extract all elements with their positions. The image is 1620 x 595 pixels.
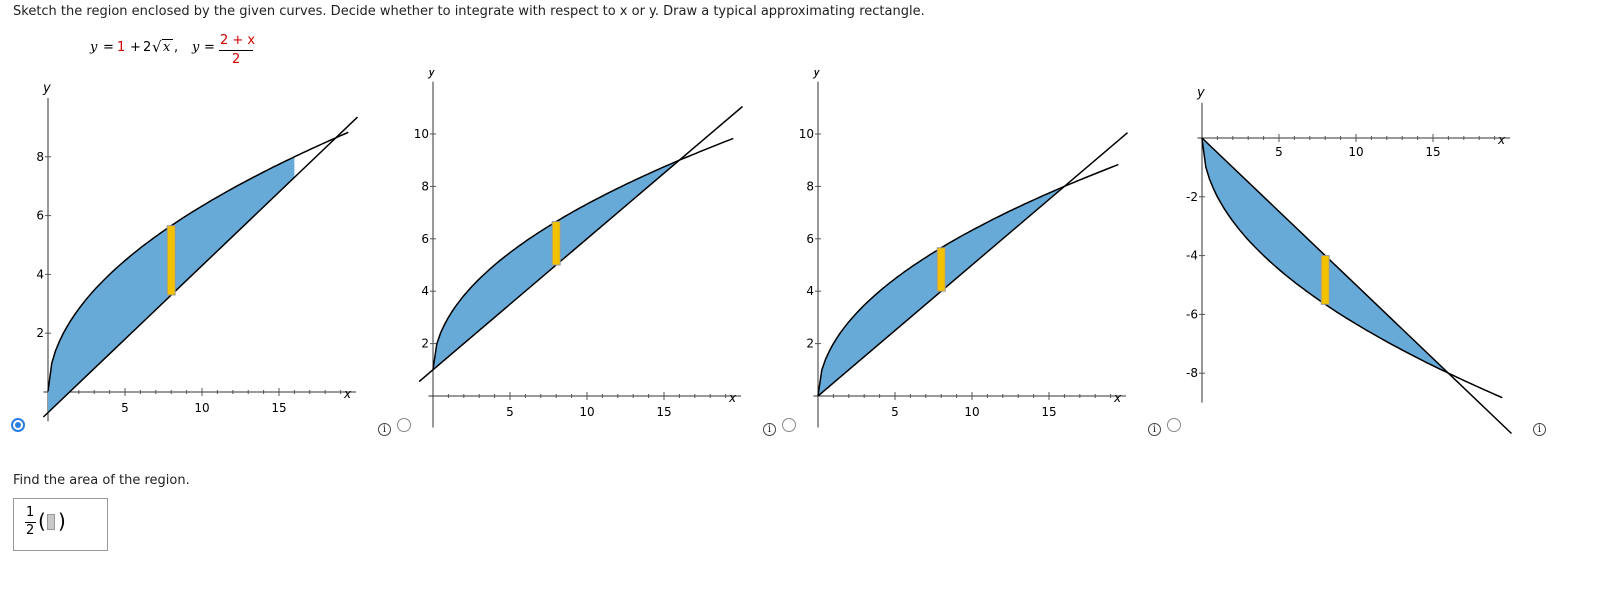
curve1-eq: = xyxy=(103,40,114,55)
x-tick-label: 15 xyxy=(1041,405,1056,419)
approximating-rectangle xyxy=(551,221,561,266)
y-tick-label: 2 xyxy=(806,337,814,351)
fraction-numerator: 1 xyxy=(26,505,35,520)
curve-sqrt xyxy=(817,163,1119,396)
option-a-radio[interactable] xyxy=(11,418,25,432)
option-b-radio[interactable] xyxy=(397,418,411,432)
y-tick-label: 10 xyxy=(799,127,814,141)
y-tick-label: 4 xyxy=(36,267,44,281)
fraction-bar xyxy=(25,522,36,523)
curve2-numerator: 2 + x xyxy=(220,33,256,48)
y-axis-label: y xyxy=(812,70,821,80)
fraction-denominator: 2 xyxy=(26,523,35,538)
line-curve xyxy=(42,116,359,418)
y-axis-label: y xyxy=(1196,86,1205,101)
find-area-label: Find the area of the region. xyxy=(13,473,190,488)
x-tick-label: 10 xyxy=(1348,145,1363,159)
curve2-denominator: 2 xyxy=(232,52,241,67)
x-tick-label: 5 xyxy=(1275,145,1283,159)
y-tick-label: 2 xyxy=(421,337,429,351)
y-tick-label: 6 xyxy=(36,209,44,223)
y-tick-label: 8 xyxy=(806,179,814,193)
graph-c: x y 5 10 15 2 4 6 8 10 xyxy=(799,70,1128,428)
option-c-radio[interactable] xyxy=(782,418,796,432)
y-axis-label: y xyxy=(42,81,51,96)
y-tick-label: 6 xyxy=(421,232,429,246)
curve1-plus: + xyxy=(130,40,141,55)
curve1-radicand: x xyxy=(163,40,171,55)
x-axis-label: x xyxy=(1113,391,1122,405)
graph-d: x y 5 10 15 -2 -4 -6 -8 xyxy=(1186,86,1513,435)
curve2-fraction-bar xyxy=(219,50,253,51)
y-tick-label: -8 xyxy=(1186,366,1198,380)
x-tick-label: 15 xyxy=(271,401,286,415)
x-tick-label: 10 xyxy=(194,401,209,415)
y-tick-label: 8 xyxy=(421,179,429,193)
approximating-rectangle xyxy=(1320,255,1330,305)
x-tick-label: 5 xyxy=(506,405,514,419)
y-tick-label: -6 xyxy=(1186,307,1198,321)
y-tick-label: 4 xyxy=(421,284,429,298)
option-d-radio[interactable] xyxy=(1167,418,1181,432)
x-tick-label: 15 xyxy=(1425,145,1440,159)
y-tick-label: -2 xyxy=(1186,190,1198,204)
line-curve xyxy=(817,132,1128,397)
close-paren: ) xyxy=(58,509,66,533)
x-tick-label: 5 xyxy=(121,401,129,415)
y-tick-label: -4 xyxy=(1186,249,1198,263)
x-axis-label: x xyxy=(728,391,737,405)
y-tick-label: 10 xyxy=(414,127,429,141)
curve2-lhs: y xyxy=(192,40,200,55)
info-icon[interactable]: i xyxy=(763,423,776,436)
curve-sqrt xyxy=(1201,138,1503,399)
y-tick-label: 6 xyxy=(806,232,814,246)
approximating-rectangle xyxy=(166,225,176,296)
question-prompt: Sketch the region enclosed by the given … xyxy=(13,4,925,19)
curve1-lhs: y xyxy=(90,40,98,55)
sqrt-sign: √ xyxy=(152,38,162,56)
curve-sqrt xyxy=(432,137,734,370)
info-icon[interactable]: i xyxy=(1533,423,1546,436)
x-tick-label: 15 xyxy=(656,405,671,419)
curve2-eq: = xyxy=(204,40,215,55)
answer-input-slot[interactable] xyxy=(47,514,55,530)
graph-a: x y 5 10 15 2 4 6 8 xyxy=(36,81,359,422)
x-tick-label: 10 xyxy=(579,405,594,419)
y-tick-label: 2 xyxy=(36,326,44,340)
y-tick-label: 4 xyxy=(806,284,814,298)
line-curve xyxy=(1201,137,1513,435)
curve1-one: 1 xyxy=(117,40,126,55)
info-icon[interactable]: i xyxy=(378,423,391,436)
x-axis-label: x xyxy=(343,387,352,401)
line-curve xyxy=(418,105,743,383)
curve-sqrt xyxy=(47,131,349,392)
y-axis-label: y xyxy=(427,70,436,80)
sqrt-overbar xyxy=(162,39,173,40)
curve1-two: 2 xyxy=(143,40,152,55)
approximating-rectangle xyxy=(936,247,946,292)
x-tick-label: 10 xyxy=(964,405,979,419)
info-icon[interactable]: i xyxy=(1148,423,1161,436)
graph-b: x y 5 10 15 2 4 6 8 10 xyxy=(414,70,743,428)
x-tick-label: 5 xyxy=(891,405,899,419)
answer-box[interactable]: 1 2 ( ) xyxy=(13,498,108,551)
open-paren: ( xyxy=(38,509,46,533)
x-axis-label: x xyxy=(1497,133,1506,147)
curve1-sep: , xyxy=(174,40,179,55)
y-tick-label: 8 xyxy=(36,150,44,164)
